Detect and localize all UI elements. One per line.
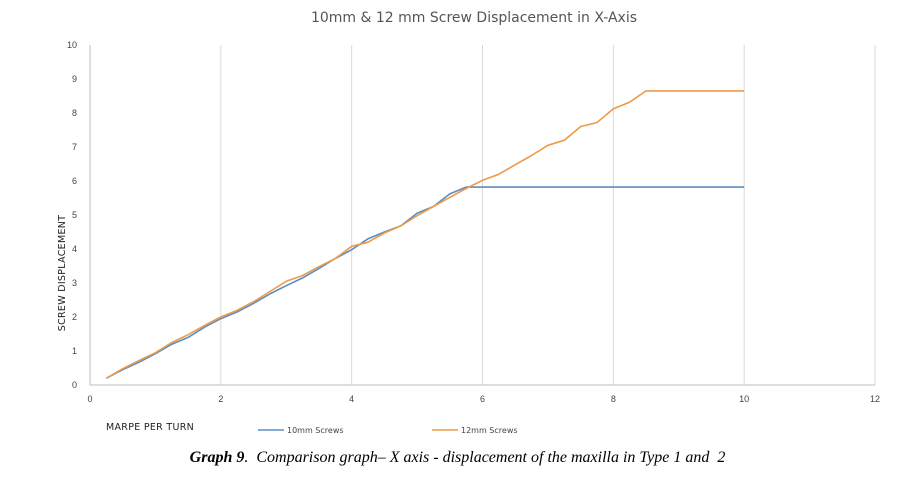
chart: 10mm & 12 mm Screw Displacement in X-Axi…	[57, 10, 880, 435]
legend-label-1: 10mm Screws	[287, 426, 344, 435]
x-tick-label: 6	[480, 394, 485, 404]
y-tick-label: 4	[72, 244, 77, 254]
caption-label: Graph 9	[189, 449, 245, 466]
axes	[89, 45, 875, 386]
y-tick-label: 7	[72, 142, 77, 152]
figure-caption: Graph 9. Comparison graph– X axis - disp…	[0, 449, 915, 467]
x-tick-label: 0	[87, 394, 92, 404]
x-tick-label: 12	[870, 394, 880, 404]
series-line-1	[106, 186, 745, 379]
x-axis-title: MARPE PER TURN	[106, 422, 194, 433]
y-tick-label: 8	[72, 108, 77, 118]
series-lines	[105, 90, 745, 379]
y-tick-label: 1	[72, 346, 77, 356]
y-tick-label: 5	[72, 210, 77, 220]
series-line-2	[105, 90, 745, 379]
chart-title: 10mm & 12 mm Screw Displacement in X-Axi…	[311, 10, 637, 26]
legend: 10mm Screws 12mm Screws	[258, 426, 518, 435]
y-tick-label: 2	[72, 312, 77, 322]
x-tick-label: 10	[739, 394, 749, 404]
legend-label-2: 12mm Screws	[461, 426, 518, 435]
x-tick-label: 2	[218, 394, 223, 404]
x-tick-label: 8	[611, 394, 616, 404]
y-tick-label: 9	[72, 74, 77, 84]
caption-text: . Comparison graph– X axis - displacemen…	[244, 449, 726, 466]
y-tick-label: 3	[72, 278, 77, 288]
grid-lines	[220, 45, 876, 385]
y-tick-label: 10	[67, 40, 77, 50]
y-tick-label: 6	[72, 176, 77, 186]
y-tick-label: 0	[72, 380, 77, 390]
y-axis-title: SCREW DISPLACEMENT	[57, 215, 68, 332]
x-tick-label: 4	[349, 394, 354, 404]
